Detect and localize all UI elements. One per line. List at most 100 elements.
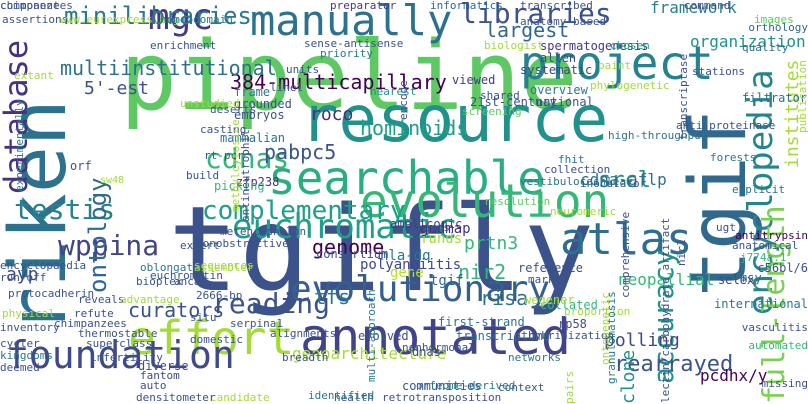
cloud-word: stations [692,65,745,78]
cloud-word: communities [402,379,482,393]
cloud-word: retrotransposition [382,391,502,404]
cloud-word: anca [174,275,201,288]
cloud-word: searchable [268,151,545,205]
cloud-word: clone [618,349,639,404]
cloud-word: international [714,297,808,311]
cloud-word: infertility [90,351,163,364]
cloud-word: collection [544,163,611,176]
cloud-word: rearrayed [614,352,734,377]
cloud-word: vestibulocochlear [520,175,633,188]
cloud-word: anatomy-based [520,15,607,28]
cloud-word: foundation [6,333,235,377]
cloud-word: homeodomain [160,13,233,26]
cloud-word: orf [70,159,92,173]
cloud-word: pipeline [120,22,578,132]
cloud-word: mgc [148,0,214,38]
cloud-word: transcribed [520,0,593,12]
cloud-word: lectin/carbohydrate artifact [659,217,672,403]
cloud-word: first-strand [438,315,525,329]
cloud-word: superclass [86,337,153,350]
cloud-word: minilibraries [64,2,252,30]
cloud-word: chosen [610,39,650,52]
cloud-word: pos [430,221,450,234]
cloud-word: www.eurexpress.org [60,13,180,26]
cloud-word: auto [140,379,167,392]
cloud-word: project [520,36,714,90]
cloud-word: component [0,0,60,12]
cloud-word: evolved [358,329,409,343]
cloud-word: j774a.1 [740,251,787,264]
cloud-word: pabpc5 [264,140,337,164]
cloud-word: anatomical [732,239,799,252]
cloud-word: paint [598,59,632,72]
cloud-word: protocadherin [8,287,95,300]
cloud-word: reference [518,261,584,275]
cloud-word: testis [14,193,116,226]
cloud-word: priority [320,47,373,60]
cloud-word: diverse [138,359,189,373]
cloud-word: hominoids [360,116,469,140]
cloud-word: transcriptome [456,329,550,343]
cloud-word: evolutionary [290,269,551,310]
cloud-word: tgif [430,273,464,289]
cloud-word: mammalian [220,131,286,145]
cloud-word: 384-multicapillary [230,70,447,94]
cloud-word: rt-pcr [204,149,244,162]
cloud-word: images [754,13,794,26]
cloud-word: missing [761,377,808,390]
cloud-word: chimpanzees [0,0,73,12]
cloud-word: wegener [524,293,575,307]
cloud-word: sequences [194,259,254,272]
cloud-word: spermatogenesis [540,39,649,53]
cloud-word: thermostable [78,327,158,340]
cloud-word: organization [690,32,806,51]
cloud-word: anti-proteinase [676,119,776,132]
cloud-word: identified [308,389,375,402]
cloud-word: 21st-century [470,95,557,109]
cloud-word: multiinstitutional [60,56,277,80]
cloud-word: 2666-bp [196,289,243,302]
cloud-word: prtn3 [464,233,519,254]
cloud-word: physical [2,307,55,320]
cloud-word: cycler [0,337,40,350]
cloud-word: pcdhx/y [700,366,768,385]
cloud-word: zfp238 [236,175,280,189]
cloud-word: vasculitis [741,321,808,334]
cloud-word: funds [420,231,463,247]
cloud-word: cdna-aflp [580,170,667,189]
cloud-word: encyclopaedia [0,259,87,272]
cloud-word: quality [742,41,789,54]
cloud-word: srcl [598,168,651,193]
cloud-word: proportion [564,305,631,318]
cloud-word: e9 [404,215,418,228]
cloud-word: run-off [0,271,47,284]
cloud-word: neuromeric [550,205,617,218]
cloud-word: assertions [2,13,69,26]
cloud-word: forests [710,151,757,164]
cloud-word: frame [234,85,271,99]
cloud-word: reading [212,287,331,320]
cloud-word: breadth [282,351,329,364]
cloud-word: allen [540,51,577,65]
cloud-word: cdnas [205,142,290,175]
cloud-word: nir1 [675,239,688,267]
cloud-word: fhit [558,153,585,166]
cloud-word: casting [200,123,247,136]
cloud-word: granulomatosis [605,291,618,385]
cloud-word: viewed [452,73,496,87]
cloud-word: sense-antisense [304,37,404,50]
cloud-word: genome [312,235,385,259]
cloud-word: transcriptase [677,53,690,140]
cloud-word: experimentally [13,99,26,193]
cloud-word: collated [540,298,598,312]
cloud-word: risa [480,286,529,310]
cloud-word: multi-approach [365,289,378,383]
cloud-word: metencephalon [220,225,307,238]
cloud-word: hla-dq [380,248,431,264]
cloud-word: explicit [732,183,785,196]
cloud-word: linel [270,81,304,94]
cloud-word: publication [796,59,808,133]
cloud-word: orfeome-derived [416,379,516,392]
cloud-word: high-throughput [608,129,708,142]
